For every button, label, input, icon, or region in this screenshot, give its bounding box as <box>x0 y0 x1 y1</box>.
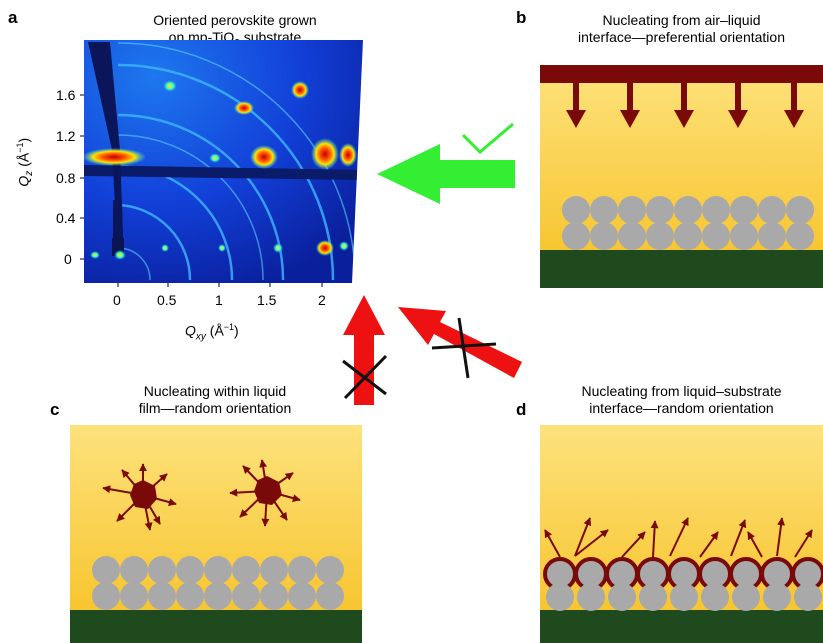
panel-b-caption: Nucleating from air–liquid interface—pre… <box>540 12 823 46</box>
panel-c-caption-line1: Nucleating within liquid <box>143 383 287 399</box>
panel-c-label: c <box>50 400 60 419</box>
x-tick-2: 0.5 <box>157 292 177 308</box>
x-tick-4: 1.5 <box>257 292 277 308</box>
substrate <box>70 610 362 643</box>
green-arrow <box>377 144 515 204</box>
panel-c-caption: Nucleating within liquid film—random ori… <box>70 383 360 417</box>
gixd-image <box>84 40 363 283</box>
panel-c-caption-line2: film—random orientation <box>138 400 292 416</box>
panel-d-caption-line2: interface—random orientation <box>589 400 774 416</box>
red-arrow-vertical <box>343 295 385 405</box>
panel-c-scene <box>70 425 362 643</box>
panel-a-label: a <box>8 8 18 27</box>
panel-d-label: d <box>516 400 527 419</box>
panel-d-caption-line1: Nucleating from liquid–substrate <box>581 383 782 399</box>
panel-b-caption-line2: interface—preferential orientation <box>577 29 785 45</box>
panel-d-caption: Nucleating from liquid–substrate interfa… <box>540 383 823 417</box>
panel-a-title-line1: Oriented perovskite grown <box>153 12 317 28</box>
x-axis-title: Qxy (Å−1) <box>185 322 239 343</box>
x-tick-3: 1 <box>215 292 223 308</box>
downward-arrows <box>566 83 804 128</box>
substrate <box>540 250 823 288</box>
mp-tio2-particles <box>562 196 814 250</box>
y-tick-1: 1.6 <box>56 87 76 103</box>
check-icon <box>461 122 514 155</box>
cross-icon-vertical <box>342 354 388 400</box>
y-tick-3: 0.8 <box>56 170 76 186</box>
gixd-axis-ticks <box>80 94 323 287</box>
air-liquid-interface <box>540 65 823 83</box>
x-tick-1: 0 <box>113 292 121 308</box>
panel-b-label: b <box>516 8 527 27</box>
x-tick-5: 2 <box>318 292 326 308</box>
growth-arrows <box>544 517 813 558</box>
coated-particles <box>543 557 823 591</box>
substrate <box>540 610 823 643</box>
panel-b-caption-line1: Nucleating from air–liquid <box>602 12 761 28</box>
red-arrow-diagonal <box>398 307 522 378</box>
y-tick-2: 1.2 <box>56 128 76 144</box>
y-tick-4: 0.4 <box>56 210 76 226</box>
panel-b-scene <box>540 65 823 288</box>
y-tick-5: 0 <box>64 251 72 267</box>
mp-tio2-particles <box>546 583 822 611</box>
cross-icon-diagonal <box>431 317 497 379</box>
panel-d-scene <box>540 425 823 643</box>
mp-tio2-particles <box>92 556 344 610</box>
